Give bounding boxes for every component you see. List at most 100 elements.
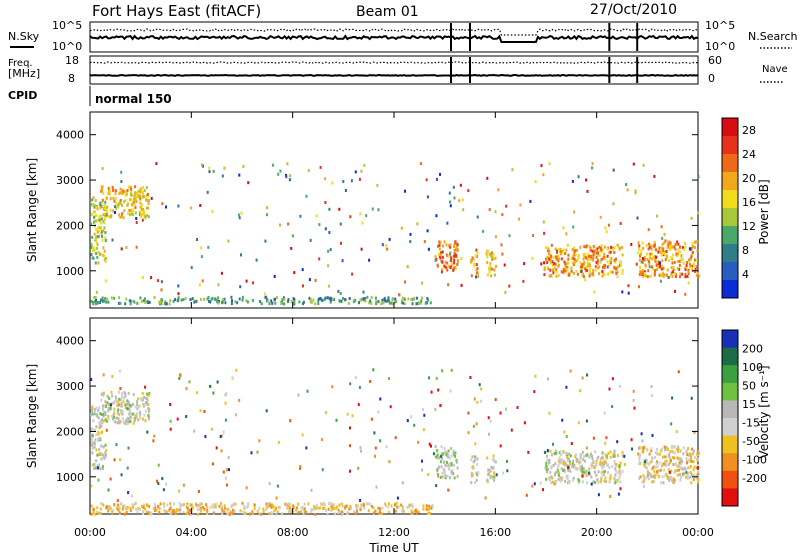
data-cell: [104, 413, 107, 417]
data-cell: [379, 439, 382, 443]
data-cell: [101, 465, 104, 468]
data-cell: [428, 512, 431, 515]
x-tick-label: 04:00: [175, 526, 207, 539]
data-cell: [105, 453, 107, 457]
data-cell: [550, 481, 553, 485]
data-cell: [121, 395, 123, 399]
data-cell: [130, 411, 133, 415]
data-cell: [685, 456, 688, 460]
data-cell: [584, 252, 587, 256]
data-cell: [93, 215, 96, 219]
data-cell: [102, 299, 104, 303]
data-cell: [681, 258, 684, 262]
data-cell: [99, 419, 102, 423]
data-cell: [116, 499, 119, 503]
data-cell: [117, 390, 120, 394]
data-cell: [657, 265, 660, 269]
data-cell: [545, 477, 548, 481]
data-cell: [98, 424, 101, 428]
data-cell: [557, 254, 560, 258]
data-cell: [444, 476, 447, 480]
data-cell: [665, 445, 668, 449]
data-cell: [135, 507, 137, 511]
data-cell: [648, 452, 651, 456]
data-cell: [109, 197, 112, 201]
data-cell: [229, 511, 232, 515]
data-cell: [602, 452, 605, 456]
data-cell: [266, 299, 269, 303]
data-cell: [141, 203, 144, 207]
data-cell: [169, 505, 172, 509]
data-cell: [428, 376, 430, 380]
data-cell: [573, 246, 576, 250]
data-cell: [436, 468, 439, 472]
data-cell: [95, 425, 98, 429]
data-cell: [601, 460, 604, 464]
data-cell: [570, 266, 573, 270]
data-cell: [586, 262, 589, 266]
data-cell: [143, 189, 146, 193]
data-cell: [212, 462, 214, 466]
data-cell: [516, 406, 519, 409]
data-cell: [90, 409, 93, 412]
noise-left-tick-bottom: 10^0: [52, 40, 82, 53]
data-cell: [150, 511, 153, 515]
data-cell: [304, 510, 307, 514]
data-cell: [490, 267, 493, 271]
data-cell: [93, 428, 96, 432]
data-cell: [577, 175, 580, 179]
data-cell: [678, 250, 681, 254]
data-cell: [155, 162, 158, 166]
data-cell: [616, 440, 619, 444]
data-cell: [290, 510, 293, 514]
data-cell: [672, 266, 675, 269]
data-cell: [570, 256, 573, 260]
data-cell: [165, 302, 168, 306]
data-cell: [613, 462, 616, 466]
data-cell: [99, 301, 102, 304]
data-cell: [101, 457, 103, 460]
data-cell: [642, 163, 645, 167]
data-cell: [651, 460, 654, 463]
data-cell: [114, 189, 117, 193]
data-cell: [572, 462, 574, 466]
data-cell: [684, 292, 687, 296]
data-cell: [677, 370, 680, 374]
data-cell: [693, 258, 696, 262]
data-cell: [671, 396, 674, 400]
data-cell: [657, 260, 660, 264]
data-cell: [146, 392, 149, 396]
data-cell: [582, 275, 585, 279]
data-cell: [557, 259, 560, 263]
data-cell: [429, 301, 432, 305]
data-cell: [313, 505, 316, 509]
data-cell: [120, 402, 123, 406]
data-cell: [646, 470, 649, 474]
data-cell: [319, 502, 322, 506]
data-cell: [375, 302, 378, 306]
data-cell: [102, 373, 105, 377]
data-cell: [676, 254, 679, 258]
data-cell: [582, 458, 585, 462]
data-cell: [417, 440, 420, 444]
data-cell: [141, 190, 144, 194]
data-cell: [557, 248, 560, 251]
data-cell: [443, 264, 446, 268]
data-cell: [302, 512, 305, 516]
data-cell: [176, 299, 179, 303]
data-cell: [579, 460, 582, 464]
data-cell: [244, 511, 247, 515]
data-cell: [554, 462, 557, 466]
data-cell: [612, 452, 615, 456]
data-cell: [96, 218, 99, 222]
data-cell: [658, 461, 661, 465]
x-tick-label: 00:00: [74, 526, 106, 539]
data-cell: [275, 512, 278, 516]
data-cell: [101, 421, 104, 425]
data-cell: [606, 254, 609, 258]
data-cell: [241, 501, 244, 505]
data-cell: [455, 245, 458, 249]
data-cell: [554, 262, 557, 266]
data-cell: [658, 261, 661, 265]
data-cell: [423, 413, 426, 417]
